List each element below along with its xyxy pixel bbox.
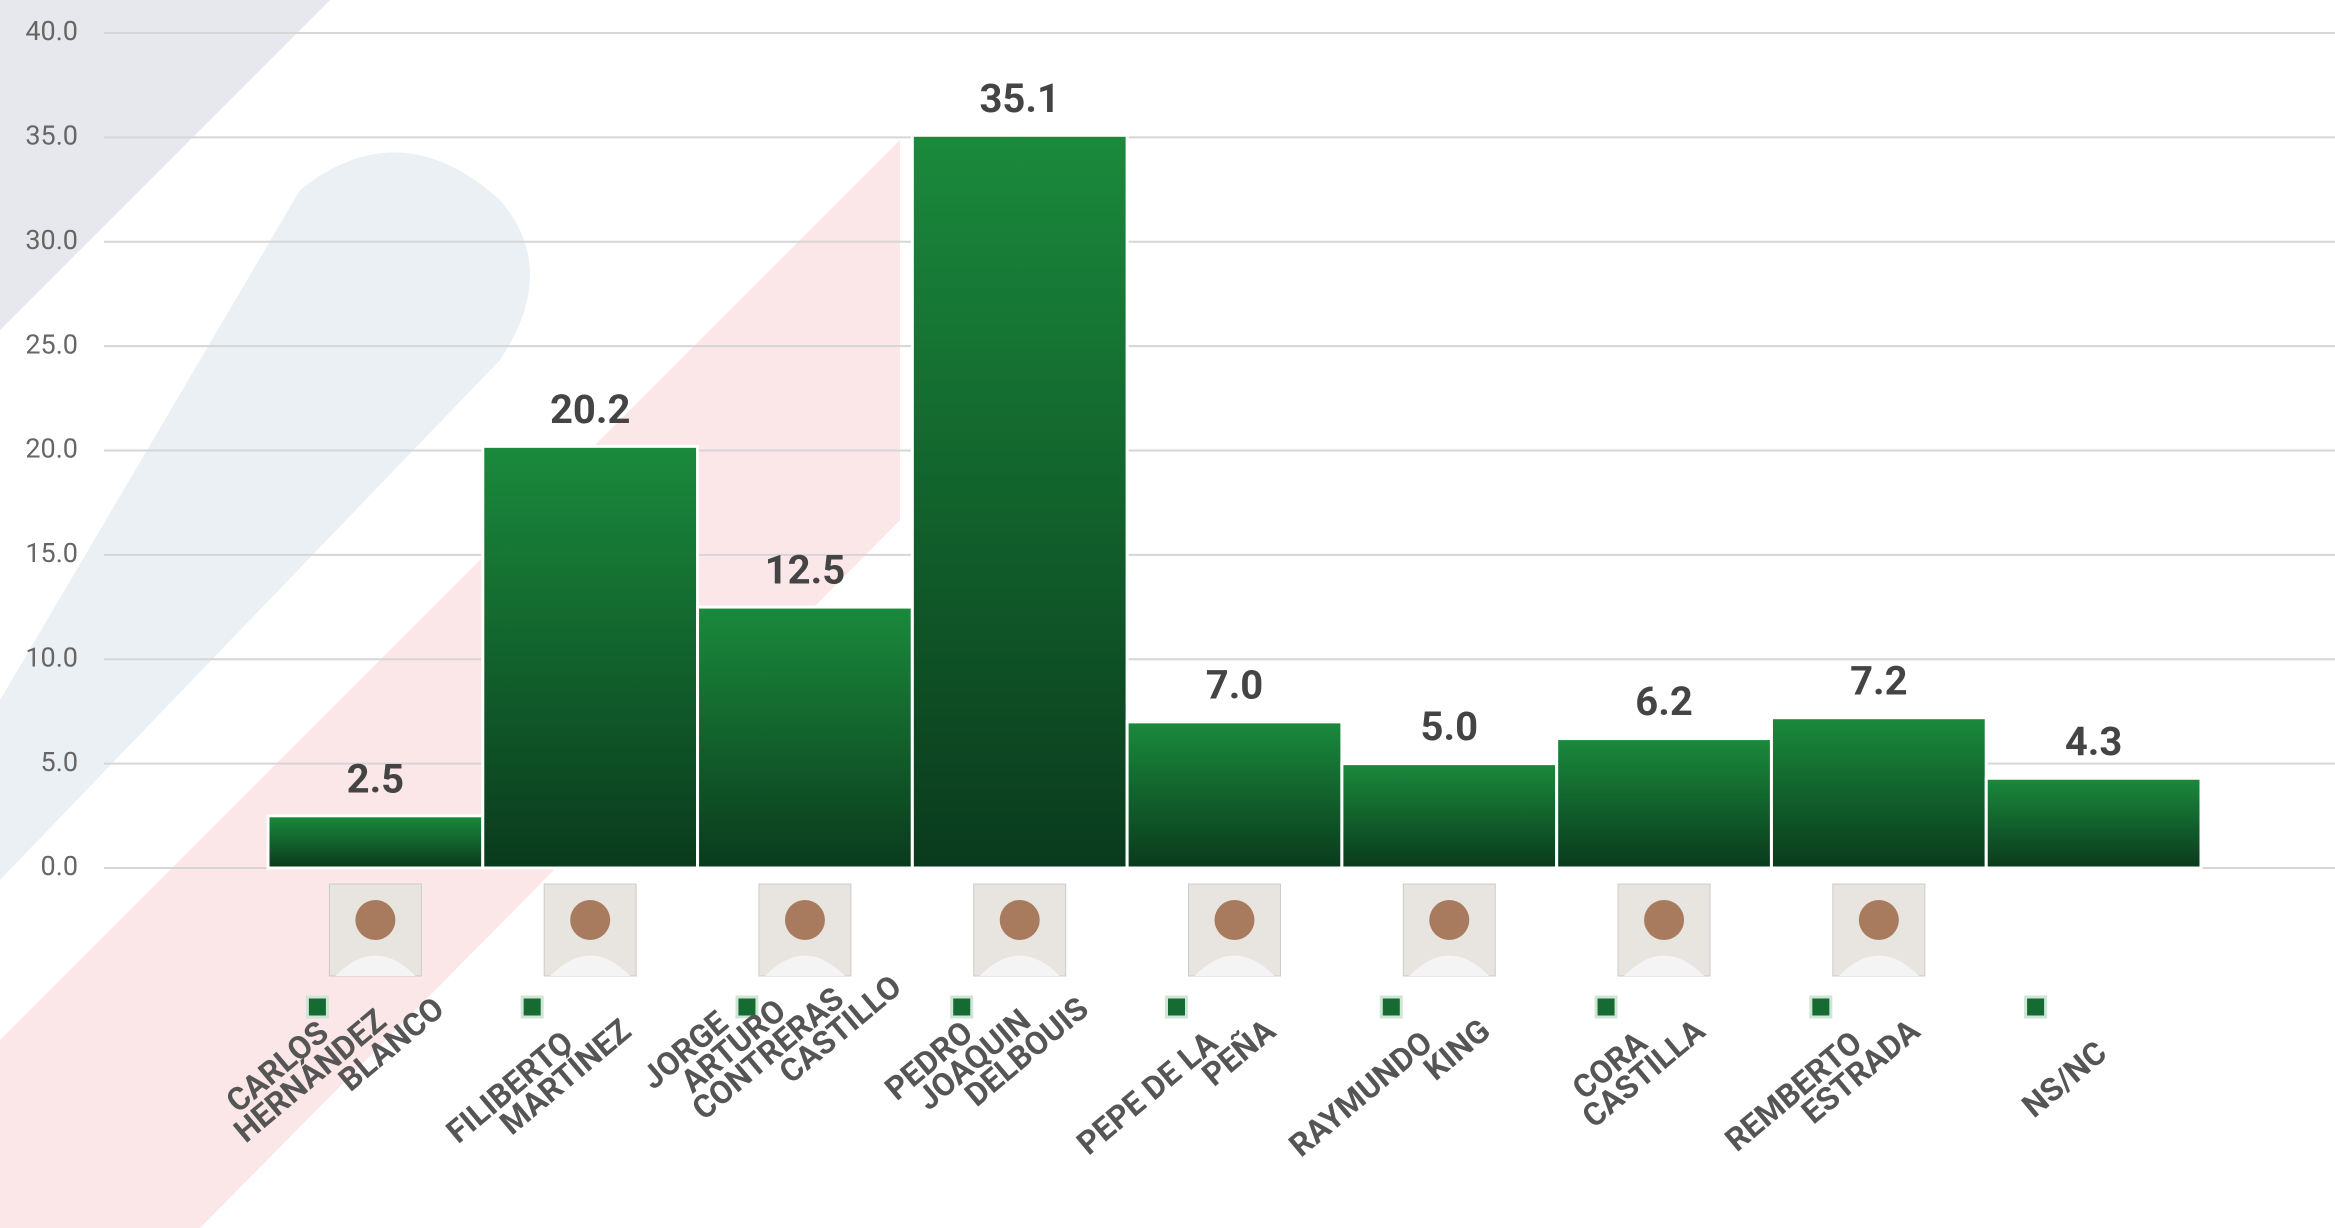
x-tick-label: NS/NC (2015, 1033, 2114, 1125)
value-label: 35.1 (979, 75, 1059, 122)
label-line: PEPE DE LA (1070, 1023, 1226, 1162)
y-tick-label: 15.0 (25, 537, 78, 569)
label-line: PEÑA (1195, 1011, 1283, 1094)
x-tick-label: PEDROJOAQUINDELBOUIS (878, 947, 1096, 1151)
y-tick-label: 5.0 (41, 746, 78, 778)
bar (481, 444, 700, 870)
x-tick-label: PEPE DE LAPEÑA (1070, 990, 1284, 1184)
value-label: 5.0 (1421, 703, 1479, 750)
marker-square (305, 995, 329, 1019)
marker-square (735, 995, 759, 1019)
x-tick-label: RAYMUNDOKING (1282, 990, 1498, 1186)
bar (1984, 776, 2203, 870)
bar (696, 605, 914, 870)
value-label: 4.3 (2065, 718, 2123, 765)
y-tick-label: 0.0 (41, 850, 78, 882)
value-label: 6.2 (1635, 678, 1693, 725)
y-tick-label: 10.0 (25, 641, 78, 673)
marker-square (520, 995, 544, 1019)
candidate-photo (973, 883, 1067, 977)
photo-head (355, 900, 396, 940)
photo-head (999, 900, 1040, 940)
bar (1769, 716, 1988, 870)
photo-head (1858, 900, 1899, 940)
label-line: KING (1417, 1012, 1498, 1089)
value-label: 20.2 (550, 386, 630, 433)
photo-head (570, 900, 611, 940)
photo-body (550, 955, 631, 976)
candidate-photo (1617, 883, 1711, 977)
y-tick-label: 30.0 (25, 224, 78, 256)
candidate-photo (1832, 883, 1926, 977)
y-tick-label: 25.0 (25, 328, 78, 360)
photo-body (1409, 955, 1490, 976)
photo-head (1644, 900, 1685, 940)
photo-body (1624, 955, 1705, 976)
marker-square (2024, 995, 2048, 1019)
bar (910, 133, 1129, 870)
marker-square (1379, 995, 1403, 1019)
bar (266, 814, 485, 870)
photo-head (784, 900, 825, 940)
bar (1555, 737, 1773, 870)
marker-square (950, 995, 974, 1019)
label-line: RAYMUNDO (1282, 1023, 1440, 1164)
bar (1125, 720, 1344, 870)
photo-body (764, 955, 845, 976)
photo-body (979, 955, 1060, 976)
candidate-photo (1402, 883, 1496, 977)
bar (1340, 762, 1559, 870)
value-label: 7.2 (1850, 657, 1908, 704)
marker-square (1594, 995, 1618, 1019)
value-label: 2.5 (347, 755, 405, 802)
y-tick-label: 20.0 (25, 433, 78, 465)
x-tick-label: CORACASTILLA (1557, 990, 1713, 1136)
value-label: 12.5 (765, 547, 845, 594)
photo-head (1214, 900, 1255, 940)
background-stripes (0, 0, 900, 1228)
photo-head (1429, 900, 1470, 940)
photo-body (335, 955, 416, 976)
photo-body (1194, 955, 1275, 976)
candidate-photo (1188, 883, 1281, 977)
y-tick-label: 35.0 (25, 120, 78, 152)
y-tick-label: 40.0 (25, 15, 78, 47)
candidate-photo (758, 883, 852, 977)
photo-body (1838, 955, 1919, 976)
value-label: 7.0 (1206, 661, 1264, 708)
candidate-photo (328, 883, 422, 977)
marker-square (1165, 995, 1188, 1019)
candidate-photo (543, 883, 637, 977)
label-line: NS/NC (2015, 1033, 2114, 1125)
marker-square (1809, 995, 1833, 1019)
